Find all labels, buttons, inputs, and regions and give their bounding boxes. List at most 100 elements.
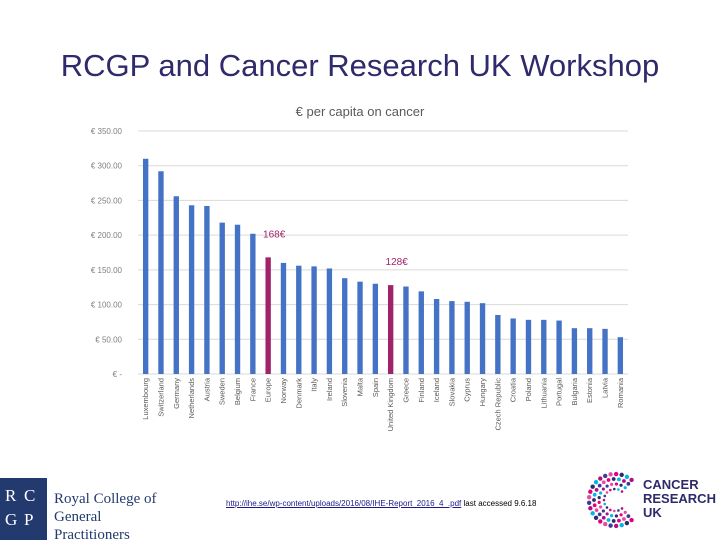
y-axis: € - € 50.00 € 100.00 € 150.00 € 200.00 € 250.…: [91, 127, 123, 379]
c-mark-dot: [619, 522, 624, 528]
c-mark-dot: [619, 513, 623, 517]
c-mark-dot: [606, 478, 611, 482]
rcgp-name: Royal College of General Practitioners: [54, 490, 175, 544]
x-tick-label: Cyprus: [463, 378, 472, 402]
bar-europe: [265, 257, 271, 374]
bar-netherlands: [188, 205, 195, 374]
x-tick-label: Iceland: [432, 378, 441, 402]
rcgp-letter: P: [24, 510, 34, 529]
y-tick-label: € 50.00: [95, 335, 122, 344]
source-link[interactable]: http://ihe.se/wp-content/uploads/2016/08…: [226, 499, 462, 508]
c-mark-dot: [603, 502, 607, 506]
x-tick-label: Lithuania: [539, 377, 548, 408]
c-mark-dot: [597, 512, 602, 517]
c-mark-dot: [603, 473, 608, 479]
c-mark-dot: [601, 515, 606, 520]
c-mark-dot: [614, 482, 619, 486]
bar-portugal: [556, 320, 562, 374]
bar-luxembourg: [142, 158, 149, 374]
bar-germany: [173, 196, 179, 374]
c-mark-dot: [609, 488, 612, 492]
bar-iceland: [433, 299, 440, 374]
data-label: 168€: [263, 229, 286, 240]
c-mark-dot: [626, 514, 631, 519]
c-mark-dot: [592, 503, 597, 508]
c-mark-dot: [597, 483, 602, 488]
c-mark-dot: [602, 498, 606, 502]
c-mark-dot: [608, 523, 613, 528]
x-tick-label: Netherlands: [187, 378, 196, 419]
bar-spain: [372, 283, 379, 374]
c-mark-dot: [629, 477, 634, 483]
c-mark-dot: [594, 508, 599, 513]
x-tick-label: Czech Republic: [493, 378, 502, 431]
data-label: 128€: [386, 257, 409, 268]
bar-lithuania: [541, 319, 547, 374]
bar-latvia: [602, 328, 608, 374]
rcgp-letter: G: [5, 510, 18, 529]
c-mark-dot: [598, 519, 603, 524]
x-tick-label: Europe: [264, 378, 273, 402]
x-tick-label: Latvia: [601, 377, 610, 398]
c-mark-dot: [624, 474, 630, 480]
c-mark-dot: [622, 479, 626, 483]
c-mark-dot: [605, 491, 609, 494]
bar-slovakia: [449, 301, 455, 374]
rcgp-logo: R C G P Royal College of General Practit…: [0, 478, 175, 543]
c-mark-dot: [605, 506, 609, 509]
y-tick-label: € 350.00: [91, 127, 123, 136]
c-mark-dot: [617, 509, 620, 512]
x-tick-label: Germany: [172, 378, 181, 409]
c-mark-dot: [613, 509, 616, 513]
x-tick-label: Switzerland: [156, 378, 165, 417]
chart-title: € per capita on cancer: [296, 104, 425, 119]
c-mark-dot: [629, 517, 634, 523]
x-axis: Luxembourg Switzerland Germany Netherlands A…: [141, 377, 625, 431]
c-mark-dot: [610, 482, 614, 486]
c-mark-dot: [614, 514, 619, 518]
cruk-line: UK: [643, 505, 662, 520]
bar-croatia: [510, 318, 516, 374]
bar-switzerland: [158, 171, 164, 374]
x-tick-label: Luxembourg: [141, 378, 150, 420]
x-tick-label: Malta: [356, 377, 365, 396]
rcgp-monogram: R C G P: [0, 478, 47, 540]
x-tick-label: Bulgaria: [570, 377, 579, 405]
bar-slovenia: [342, 278, 348, 374]
c-mark-dot: [613, 487, 616, 491]
cruk-line: CANCER: [643, 477, 699, 492]
x-tick-label: Greece: [401, 378, 410, 403]
cruk-wordmark: CANCER RESEARCH UK: [643, 478, 716, 520]
cruk-c-mark-icon: [586, 471, 634, 529]
c-mark-dot: [593, 515, 599, 520]
c-mark-dot: [623, 510, 627, 514]
chart-gridlines: [138, 130, 628, 375]
c-mark-dot: [623, 486, 627, 490]
x-tick-label: Portugal: [555, 378, 564, 406]
x-tick-label: France: [248, 378, 257, 401]
c-mark-dot: [617, 488, 620, 491]
c-mark-dot: [592, 498, 596, 502]
bar-malta: [357, 281, 363, 374]
c-mark-dot: [593, 480, 599, 485]
c-mark-dot: [597, 500, 601, 505]
bar-chart: € per capita on cancer € - € 50.00 € 100.0…: [91, 104, 628, 431]
bar-norway: [280, 262, 287, 374]
c-mark-dot: [605, 484, 609, 488]
x-tick-label: United Kingdom: [386, 378, 395, 431]
c-mark-dot: [598, 476, 603, 481]
cruk-logo: CANCER RESEARCH UK: [585, 470, 720, 530]
x-tick-label: Hungary: [478, 378, 487, 407]
c-mark-dot: [622, 517, 626, 521]
bars: [142, 158, 624, 374]
bar-sweden: [219, 222, 225, 374]
c-mark-dot: [617, 477, 621, 482]
c-mark-dot: [605, 512, 609, 516]
c-mark-dot: [620, 507, 624, 510]
c-mark-dot: [603, 494, 607, 498]
x-tick-label: Italy: [310, 378, 319, 392]
c-mark-dot: [620, 490, 624, 493]
x-tick-label: Slovenia: [340, 377, 349, 407]
x-tick-label: Belgium: [233, 378, 242, 405]
c-mark-dot: [624, 520, 630, 526]
